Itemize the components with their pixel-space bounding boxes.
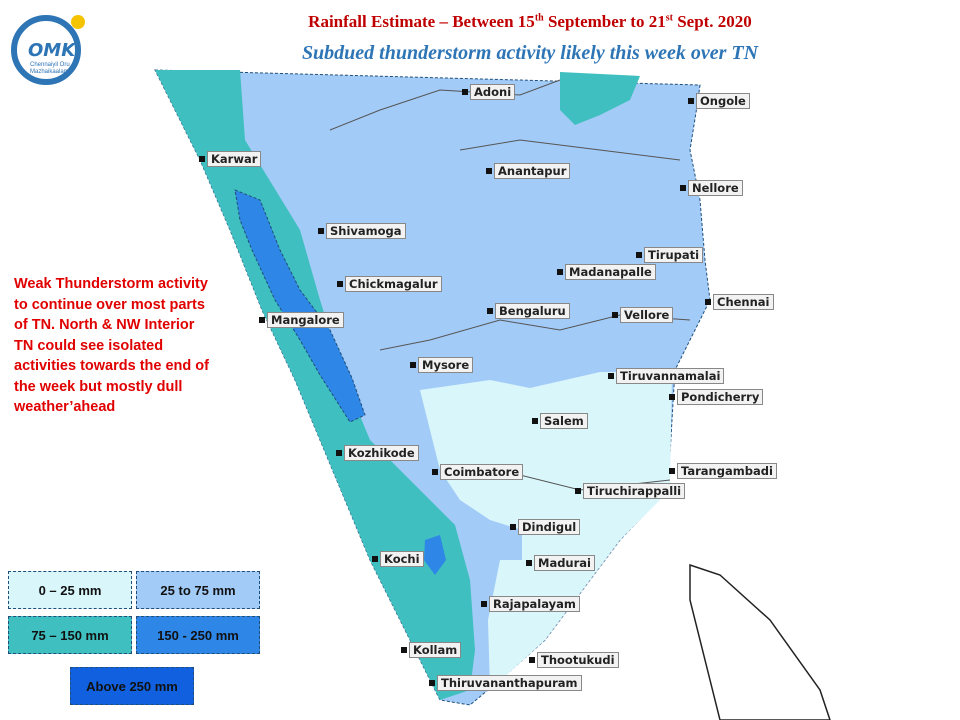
city-label: Mangalore xyxy=(259,312,344,328)
city-label: Madanapalle xyxy=(557,264,656,280)
city-label: Vellore xyxy=(611,307,674,323)
legend-item: 0 – 25 mm xyxy=(8,571,132,609)
region-150-250-kochi xyxy=(424,535,446,575)
city-label: Coimbatore xyxy=(431,464,524,480)
city-label: Ongole xyxy=(688,93,750,109)
legend-item: 150 - 250 mm xyxy=(136,616,260,654)
subtitle: Subdued thunderstorm activity likely thi… xyxy=(301,42,759,64)
city-label: Karwar xyxy=(198,151,262,167)
city-label: Rajapalayam xyxy=(481,596,580,612)
city-label: Kochi xyxy=(372,551,424,567)
city-label: Chennai xyxy=(705,294,774,310)
city-label: Tirupati xyxy=(635,247,704,263)
city-label: Adoni xyxy=(461,84,516,100)
note-line: to continue over most parts xyxy=(14,296,205,313)
region-75-150-north xyxy=(560,72,640,125)
city-label: Anantapur xyxy=(485,163,571,179)
city-label: Mysore xyxy=(409,357,474,373)
city-label: Madurai xyxy=(526,555,595,571)
logo-caption: Chennaiyil Oru Mazhaikaalam xyxy=(30,62,70,75)
legend-item: 25 to 75 mm xyxy=(136,571,260,609)
region-75-150 xyxy=(155,70,475,700)
city-label: Pondicherry xyxy=(668,389,764,405)
city-label: Kollam xyxy=(400,642,462,658)
city-label: Bengaluru xyxy=(487,303,570,319)
logo-sun xyxy=(71,15,85,29)
city-label: Tiruvannamalai xyxy=(607,368,725,384)
region-150-250 xyxy=(234,189,366,423)
city-label: Dindigul xyxy=(509,519,581,535)
city-label: Shivamoga xyxy=(318,223,406,239)
city-label: Nellore xyxy=(680,180,743,196)
region-0-25-east xyxy=(440,425,480,455)
logo-mark: OMK xyxy=(28,40,76,61)
legend-item: 75 – 150 mm xyxy=(8,616,132,654)
city-label: Thootukudi xyxy=(529,652,619,668)
city-label: Salem xyxy=(532,413,588,429)
note-line: of TN. North & NW Interior xyxy=(14,317,195,333)
city-label: Tiruchirappalli xyxy=(574,483,686,499)
legend-item: Above 250 mm xyxy=(70,667,194,705)
logo-ring xyxy=(11,15,81,85)
city-label: Thiruvananthapuram xyxy=(429,675,582,691)
sri-lanka xyxy=(689,563,831,720)
city-label: Kozhikode xyxy=(336,445,419,461)
city-label: Tarangambadi xyxy=(669,463,777,479)
title: Rainfall Estimate – Between 15th Septemb… xyxy=(308,12,752,31)
note-line: weather’ahead xyxy=(14,399,116,415)
note-line: TN could see isolated xyxy=(14,337,164,354)
note: Weak Thunderstorm activity to continue ov… xyxy=(14,274,209,418)
note-line: Weak Thunderstorm activity xyxy=(14,276,208,292)
note-line: activities towards the end of xyxy=(14,358,209,374)
note-line: the week but mostly dull xyxy=(14,378,183,395)
city-label: Chickmagalur xyxy=(337,276,442,292)
